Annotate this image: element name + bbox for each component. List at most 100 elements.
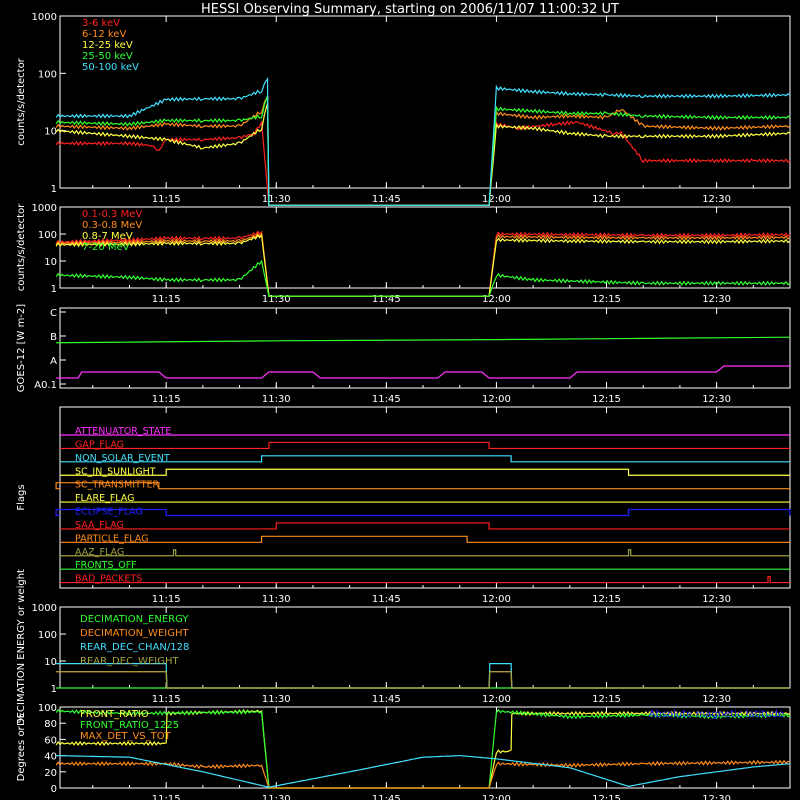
y-tick-label: 100 <box>38 230 57 241</box>
y-tick-label: 60 <box>44 735 57 746</box>
x-tick-label: 12:30 <box>702 194 731 205</box>
y-tick-label: 1000 <box>32 12 57 23</box>
series-line <box>55 95 791 206</box>
x-tick-label: 12:15 <box>592 394 621 405</box>
x-tick-label: 12:00 <box>482 294 511 305</box>
annotation-label: Absolute magnetic latitude <box>649 709 784 720</box>
flag-label: ECLIPSE_FLAG <box>75 507 143 518</box>
x-tick-label: 12:30 <box>702 594 731 605</box>
flag-line <box>60 535 790 543</box>
flag-label: NON_SOLAR_EVENT <box>75 453 170 464</box>
y-tick-label: 100 <box>38 630 57 641</box>
flag-label: SC_TRANSMITTER <box>75 480 160 491</box>
legend-entry: 3-6 keV <box>82 18 120 29</box>
x-tick-label: 11:45 <box>372 594 401 605</box>
flag-line <box>60 549 790 557</box>
series-line <box>55 120 791 206</box>
y-tick-label: 100 <box>38 703 57 714</box>
series-line <box>55 95 791 206</box>
flag-line <box>60 468 790 476</box>
legend-entry: 0.8-7 MeV <box>82 231 133 242</box>
x-tick-label: 11:45 <box>372 394 401 405</box>
y-axis-label: counts/s/detector <box>16 203 27 291</box>
x-tick-label: 11:15 <box>152 294 181 305</box>
x-tick-label: 11:45 <box>372 294 401 305</box>
x-tick-label: 11:30 <box>262 794 291 800</box>
panel-frame <box>59 307 791 389</box>
panel5: 11:15 11:30 11:45 12:00 12:15 12:30 DECIMATION… <box>16 569 791 726</box>
x-tick-label: 12:15 <box>592 194 621 205</box>
x-tick-label: 11:45 <box>372 194 401 205</box>
x-tick-label: 11:15 <box>152 694 181 705</box>
flag-label: FRONTS_OFF <box>75 560 137 571</box>
panel6: 11:15 11:30 11:45 12:00 12:15 12:30 Degrees or… <box>16 703 791 800</box>
x-tick-label: 11:30 <box>262 294 291 305</box>
panel-frame <box>59 15 791 189</box>
flag-label: BAD_PACKETS <box>75 574 142 585</box>
legend-entry: FRONT_RATIO_1225 <box>80 720 179 731</box>
y-tick-label: 100 <box>38 69 57 80</box>
x-tick-label: 12:15 <box>592 594 621 605</box>
panel-frame <box>59 206 791 289</box>
y-tick-label: 1 <box>51 684 57 695</box>
flag-line <box>55 508 791 517</box>
y-tick-label: 20 <box>44 768 57 779</box>
y-tick-label: C <box>50 308 57 319</box>
legend-entry: 6-12 keV <box>82 29 126 40</box>
y-tick-label: A0.1 <box>34 380 57 391</box>
x-tick-label: 12:30 <box>702 694 731 705</box>
x-tick-label: 11:15 <box>152 394 181 405</box>
legend-entry: 25-50 keV <box>82 51 133 62</box>
panel-frame <box>59 406 791 589</box>
flag-label: ATTENUATOR_STATE <box>75 426 171 437</box>
x-tick-label: 12:00 <box>482 694 511 705</box>
x-tick-label: 11:15 <box>152 194 181 205</box>
flag-label: FLARE_FLAG <box>75 493 135 504</box>
y-tick-label: A <box>50 356 57 367</box>
legend-entry: REAR_DEC_WEIGHT <box>80 656 179 667</box>
x-tick-label: 11:30 <box>262 694 291 705</box>
legend-entry: DECIMATION_ENERGY <box>80 614 189 625</box>
legend-entry: 12-25 keV <box>82 40 133 51</box>
y-axis-label: GOES-12 [W m-2] <box>16 304 27 392</box>
x-tick-label: 12:15 <box>592 794 621 800</box>
x-tick-label: 11:30 <box>262 594 291 605</box>
x-tick-label: 11:45 <box>372 794 401 800</box>
flag-label: PARTICLE_FLAG <box>75 533 148 544</box>
panel3: 11:15 11:30 11:45 12:00 12:15 12:30 GOES-12 [W… <box>16 304 791 405</box>
x-tick-label: 12:00 <box>482 594 511 605</box>
flag-line <box>60 575 790 584</box>
panel2: 11:15 11:30 11:45 12:00 12:15 12:30 counts/s/d… <box>16 203 791 305</box>
y-axis-label: Flags <box>16 484 27 510</box>
x-tick-label: 11:30 <box>262 394 291 405</box>
legend-entry: 0.3-0.8 MeV <box>82 220 142 231</box>
x-tick-label: 12:00 <box>482 394 511 405</box>
y-axis-label: counts/s/detector <box>16 57 27 145</box>
x-tick-label: 12:15 <box>592 294 621 305</box>
y-tick-label: 1000 <box>32 603 57 614</box>
series-line <box>55 259 791 297</box>
series-line <box>56 365 790 379</box>
y-tick-label: 40 <box>44 752 57 763</box>
x-tick-label: 11:30 <box>262 194 291 205</box>
legend-entry: 50-100 keV <box>82 62 139 73</box>
legend-entry: MAX_DET_VS_TOT <box>80 731 172 742</box>
x-tick-label: 11:45 <box>372 694 401 705</box>
legend-entry: 0.1-0.3 MeV <box>82 209 142 220</box>
y-tick-label: 80 <box>44 719 57 730</box>
x-tick-label: 12:30 <box>702 394 731 405</box>
y-tick-label: 10 <box>44 257 57 268</box>
y-tick-label: 1 <box>51 184 57 195</box>
x-tick-label: 11:15 <box>152 794 181 800</box>
y-tick-label: 10 <box>44 657 57 668</box>
y-tick-label: 10 <box>44 127 57 138</box>
series-line <box>56 671 790 689</box>
x-tick-label: 12:00 <box>482 794 511 800</box>
legend-entry: DECIMATION_WEIGHT <box>80 628 189 639</box>
legend-entry: 7-20 MeV <box>82 242 130 253</box>
y-tick-label: B <box>50 332 57 343</box>
flag-line <box>60 455 790 463</box>
flag-line <box>55 482 790 490</box>
series-line <box>55 759 791 789</box>
